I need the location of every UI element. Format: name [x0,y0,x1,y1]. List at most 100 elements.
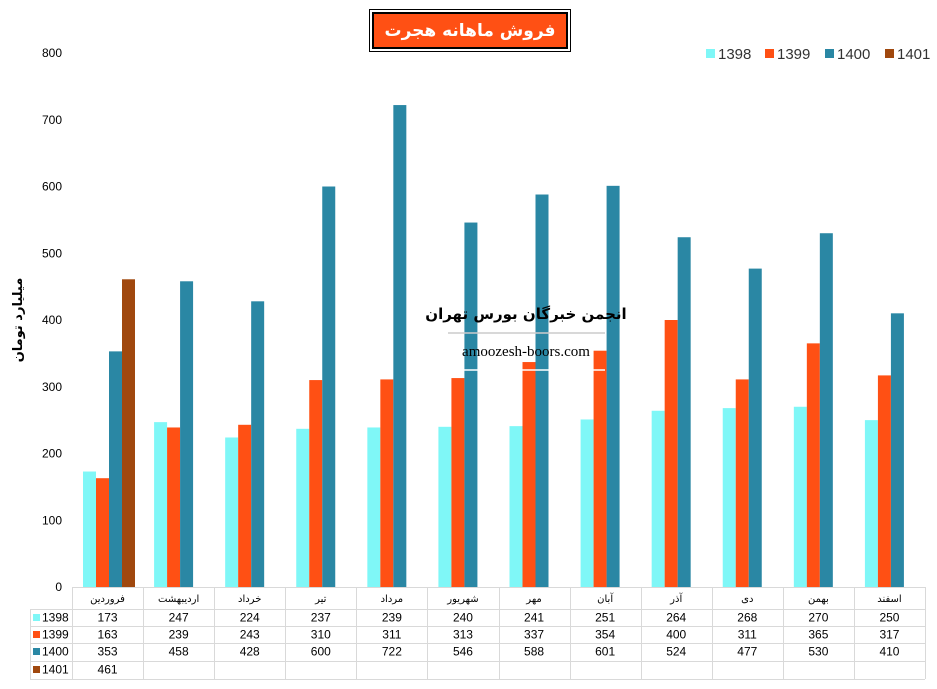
bar-1399-11 [877,375,891,587]
table-header-month: فروردین [90,594,125,605]
table-cell: 268 [737,611,757,625]
bar-1398-11 [864,420,878,587]
table-cell: 530 [808,645,828,659]
chart-title: فروش ماهانه هجرت [369,9,571,52]
bar-1398-8 [651,410,665,587]
table-cell: 264 [666,611,686,625]
bar-1398-3 [296,428,310,587]
bar-1400-8 [677,237,691,588]
y-tick-label: 500 [42,246,62,260]
bar-1398-0 [83,471,96,587]
bar-1400-2 [251,301,265,587]
table-cell: 163 [98,628,118,642]
legend-swatch-1400 [825,49,834,58]
bar-1399-8 [664,320,678,587]
table-cell: 722 [382,645,402,659]
legend-label-1401: 1401 [897,46,930,63]
table-cell: 251 [595,611,615,625]
bar-1400-7 [606,185,620,587]
y-tick-label: 800 [42,46,62,60]
y-tick-label: 300 [42,380,62,394]
table-cell: 601 [595,645,615,659]
table-series-label: 1401 [42,663,69,677]
table-header-month: مهر [525,594,541,605]
table-cell: 588 [524,645,544,659]
table-cell: 524 [666,645,686,659]
table-cell: 250 [879,611,899,625]
bar-1398-2 [225,437,239,587]
table-cell: 353 [98,645,118,659]
bar-1399-0 [96,478,109,587]
table-header-month: آبان [597,592,614,605]
table-series-label: 1400 [42,645,69,659]
bar-1399-7 [593,350,607,587]
table-legend-key-1399 [33,631,40,638]
table-cell: 461 [98,663,118,677]
table-header-month: دی [741,594,753,605]
y-tick-label: 700 [42,113,62,127]
y-tick-label: 200 [42,447,62,461]
bar-1399-1 [167,427,181,587]
bar-1400-5 [464,222,478,588]
bar-1401-0 [122,279,135,587]
bar-1400-6 [535,194,549,587]
legend-label-1398: 1398 [718,46,751,63]
table-header-month: اسفند [877,594,901,605]
watermark-org: انجمن خبرگان بورس تهران [425,305,626,323]
watermark-site: amoozesh-boors.com [462,344,590,360]
table-cell: 317 [879,628,899,642]
bar-1399-9 [735,379,749,587]
bar-1398-9 [722,408,736,587]
bar-1398-10 [793,406,807,587]
table-cell: 354 [595,628,615,642]
bar-1399-6 [522,362,536,587]
table-header-month: اردیبهشت [158,594,199,605]
bar-1400-4 [393,105,407,587]
table-header-month: خرداد [238,594,261,605]
legend-label-1400: 1400 [837,46,870,63]
bar-1399-10 [806,343,820,587]
bar-1400-0 [109,351,122,587]
table-cell: 600 [311,645,331,659]
table-header-month: شهریور [446,594,478,605]
table-legend-key-1401 [33,666,40,673]
legend-swatch-1401 [885,49,894,58]
bar-1399-3 [309,380,323,587]
y-tick-label: 600 [42,180,62,194]
table-header-month: تیر [314,594,327,605]
bar-1400-9 [748,268,762,587]
bar-1400-11 [890,313,904,587]
bar-1398-4 [367,427,381,587]
legend-label-1399: 1399 [777,46,810,63]
table-cell: 337 [524,628,544,642]
bar-1398-1 [154,422,168,587]
table-header-month: مرداد [381,594,404,605]
table-series-label: 1399 [42,628,69,642]
y-axis-label: میلیارد تومان [11,278,26,363]
bar-1399-5 [451,378,465,587]
table-cell: 239 [382,611,402,625]
table-legend-key-1398 [33,614,40,621]
table-cell: 241 [524,611,544,625]
bar-1398-6 [509,426,523,587]
table-legend-key-1400 [33,648,40,655]
table-cell: 173 [98,611,118,625]
table-header-month: بهمن [808,594,829,605]
table-cell: 400 [666,628,686,642]
table-cell: 311 [382,628,401,642]
table-cell: 270 [808,611,828,625]
bar-1400-3 [322,186,336,587]
table-cell: 458 [169,645,189,659]
table-cell: 247 [169,611,189,625]
table-cell: 410 [879,645,899,659]
bar-1399-4 [380,379,394,587]
bar-1398-7 [580,419,594,587]
table-cell: 311 [738,628,757,642]
bar-1399-2 [238,424,252,587]
table-cell: 477 [737,645,757,659]
table-cell: 546 [453,645,473,659]
bar-1400-10 [819,233,833,587]
table-series-label: 1398 [42,611,69,625]
y-tick-label: 100 [42,513,62,527]
table-cell: 365 [808,628,828,642]
